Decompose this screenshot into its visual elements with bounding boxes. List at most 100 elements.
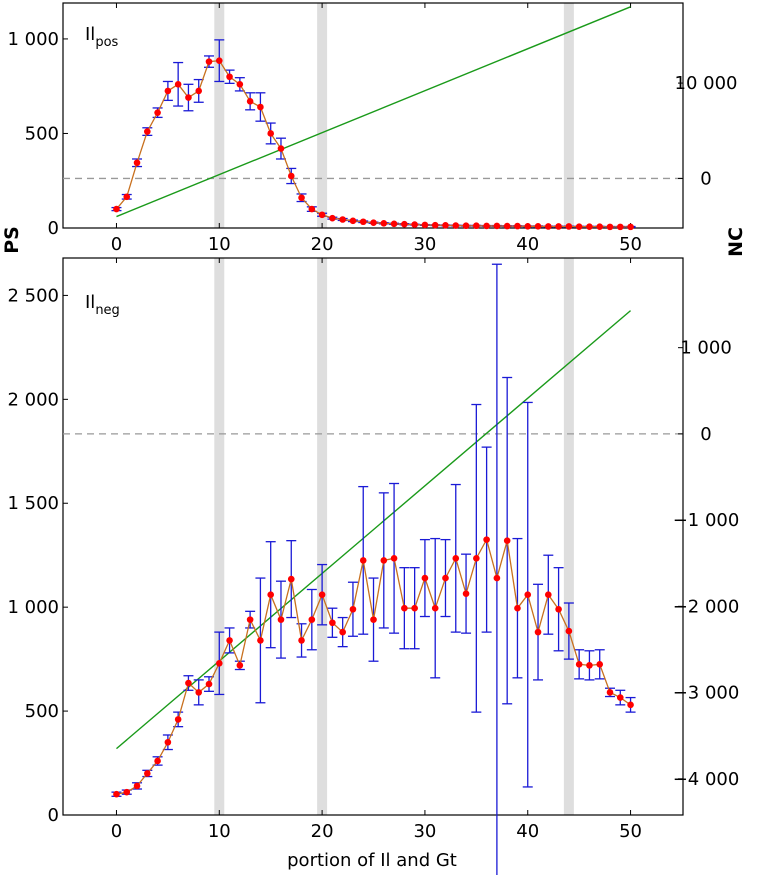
error-bar xyxy=(491,263,502,875)
highlight-band xyxy=(563,3,574,228)
data-point xyxy=(452,222,460,229)
data-point xyxy=(205,680,213,688)
data-point xyxy=(493,222,501,230)
data-point xyxy=(421,574,429,582)
panel-label: Ilneg xyxy=(85,292,120,318)
data-point xyxy=(195,689,203,696)
data-point xyxy=(380,557,388,564)
data-point xyxy=(627,701,634,709)
trend-line xyxy=(116,6,631,218)
data-point xyxy=(133,159,141,167)
data-point xyxy=(349,217,357,225)
right-y-tick-label: −3 000 xyxy=(673,683,740,704)
data-point xyxy=(483,222,490,230)
data-point xyxy=(524,222,532,230)
data-point xyxy=(174,81,182,88)
left-y-tick-label: 1 000 xyxy=(7,29,59,50)
data-point xyxy=(565,223,573,230)
data-point xyxy=(154,757,161,765)
data-point xyxy=(226,73,233,81)
data-point xyxy=(298,194,305,202)
data-point xyxy=(462,590,470,597)
x-tick-label: 40 xyxy=(516,821,539,842)
data-point xyxy=(370,616,377,623)
x-tick-label: 50 xyxy=(619,234,642,255)
data-point xyxy=(380,219,388,227)
data-point xyxy=(308,616,316,623)
right-y-tick-label: −2 000 xyxy=(673,596,740,617)
data-point xyxy=(133,782,141,790)
data-point xyxy=(575,223,583,230)
data-point xyxy=(359,557,367,564)
data-point xyxy=(185,94,192,101)
data-point xyxy=(246,98,254,105)
left-y-tick-label: 500 xyxy=(25,701,59,722)
data-point xyxy=(616,223,624,231)
left-y-tick-label: 1 500 xyxy=(7,493,59,514)
data-point xyxy=(154,109,161,116)
data-point xyxy=(514,604,521,612)
highlight-band xyxy=(214,258,225,815)
data-point xyxy=(411,221,418,228)
data-point xyxy=(144,128,151,135)
data-point xyxy=(370,219,377,227)
highlight-band xyxy=(563,258,574,815)
data-point xyxy=(431,604,439,612)
x-tick-label: 40 xyxy=(516,234,539,255)
data-point xyxy=(627,223,634,231)
data-point xyxy=(473,555,480,562)
right-y-tick-label: 0 xyxy=(700,168,711,189)
x-tick-label: 20 xyxy=(311,821,334,842)
right-y-tick-label: −1 000 xyxy=(673,510,740,531)
data-point xyxy=(164,738,172,746)
left-y-tick-label: 500 xyxy=(25,123,59,144)
right-axis-title: NC xyxy=(725,227,747,257)
data-point xyxy=(308,205,316,213)
data-point xyxy=(555,223,562,230)
data-point xyxy=(339,628,346,636)
data-point xyxy=(596,223,604,230)
data-point xyxy=(555,605,562,613)
data-point xyxy=(267,130,274,137)
data-point xyxy=(144,770,151,777)
x-tick-label: 0 xyxy=(111,821,122,842)
data-point xyxy=(452,555,460,562)
data-point xyxy=(329,619,336,627)
data-point xyxy=(267,591,274,598)
left-y-tick-label: 0 xyxy=(48,805,59,826)
panel-label-sub: pos xyxy=(95,35,118,50)
data-point xyxy=(421,221,429,229)
data-point xyxy=(236,81,244,88)
data-point xyxy=(205,58,213,65)
data-point xyxy=(514,222,521,230)
highlight-band xyxy=(214,3,225,228)
data-point xyxy=(390,220,398,228)
data-point xyxy=(586,662,593,669)
data-point xyxy=(596,661,604,668)
data-point xyxy=(534,222,542,230)
data-point xyxy=(277,616,285,623)
x-tick-label: 0 xyxy=(111,234,122,255)
data-point xyxy=(359,218,367,226)
data-point xyxy=(123,788,131,796)
data-point xyxy=(401,220,408,228)
data-point xyxy=(524,591,532,598)
data-point xyxy=(503,222,511,230)
data-point xyxy=(164,87,172,95)
x-tick-label: 30 xyxy=(413,234,436,255)
panel-label-sub: neg xyxy=(95,303,120,318)
data-point xyxy=(349,605,357,613)
data-point xyxy=(606,223,614,231)
data-point xyxy=(236,662,244,669)
data-point xyxy=(318,591,326,598)
panel-label-main: Il xyxy=(85,24,95,45)
data-point xyxy=(431,221,439,229)
data-point xyxy=(257,637,264,644)
panel-label: Ilpos xyxy=(85,24,119,50)
x-tick-label: 10 xyxy=(208,821,231,842)
data-point xyxy=(113,205,120,213)
highlight-band xyxy=(317,3,328,228)
data-point xyxy=(287,575,295,583)
x-tick-label: 20 xyxy=(311,234,334,255)
